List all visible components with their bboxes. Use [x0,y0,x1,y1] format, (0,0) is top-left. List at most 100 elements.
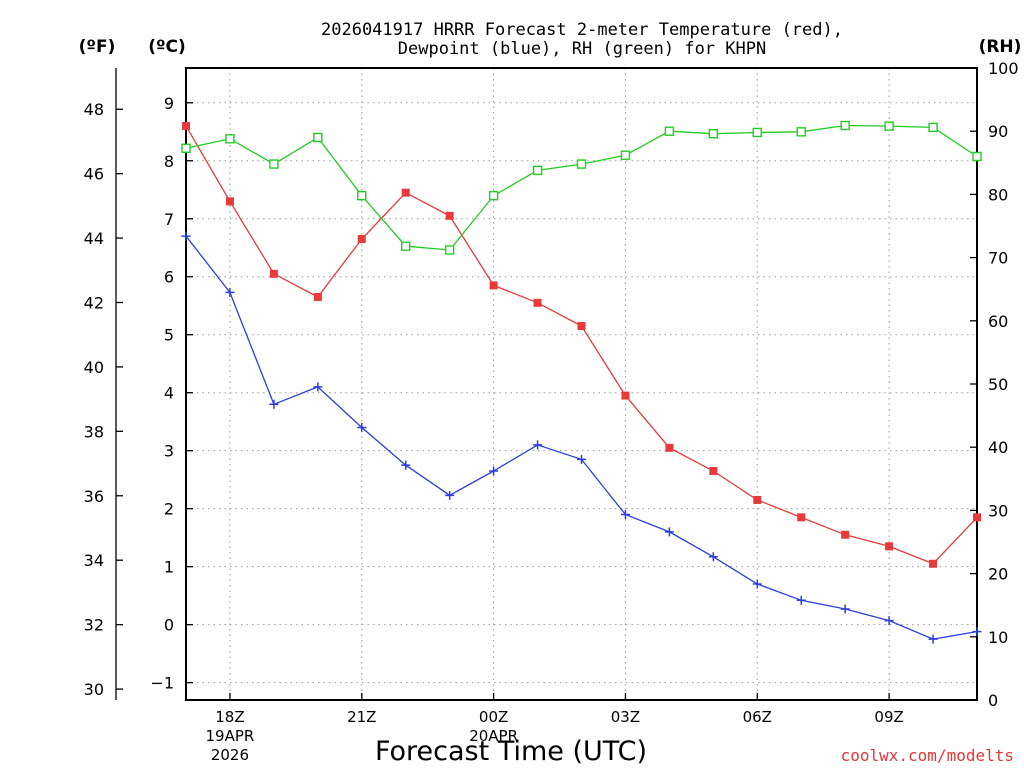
dewpoint-point [840,604,850,614]
celsius-tick-label: 7 [164,210,174,229]
axes: −101234567893032343638404244464801020304… [84,59,1019,764]
fahrenheit-unit-label: (ºF) [79,37,116,57]
fahrenheit-tick-label: 32 [84,616,104,635]
dewpoint-point [620,509,630,519]
celsius-tick-label: 1 [164,558,174,577]
temperature-point [357,235,366,244]
dewpoint-point [357,422,367,432]
rh-tick-label: 50 [988,375,1008,394]
x-tick-label: 00Z [479,708,508,726]
dewpoint-point [708,552,718,562]
x-date-label: 20APR [469,727,518,745]
dewpoint-point [928,634,938,644]
temperature-point [885,542,894,551]
grid-lines [186,68,977,700]
credit-text: coolwx.com/modelts [841,746,1014,765]
chart-title-line-2: Dewpoint (blue), RH (green) for KHPN [398,39,766,59]
fahrenheit-tick-label: 48 [84,100,104,119]
data-series [181,120,982,644]
fahrenheit-tick-label: 46 [84,165,104,184]
rh-tick-label: 30 [988,501,1008,520]
rh-point [752,127,762,138]
rh-point [269,159,279,169]
chart-title-line-1: 2026041917 HRRR Forecast 2-meter Tempera… [321,20,843,40]
celsius-tick-label: 2 [164,500,174,519]
temperature-point [665,443,674,452]
temperature-point [225,197,234,206]
x-tick-label: 21Z [347,708,376,726]
rh-line [185,124,978,251]
rh-tick-label: 90 [988,122,1008,141]
rh-point [488,190,499,201]
temperature-point [489,281,498,290]
rh-point [532,165,543,176]
rh-tick-label: 80 [988,185,1008,204]
dewpoint-point [752,579,762,589]
x-tick-label: 03Z [611,708,640,726]
temperature-point [445,211,454,220]
rh-unit-label: (RH) [979,37,1022,57]
dewpoint-point [181,231,191,241]
fahrenheit-tick-label: 38 [84,422,104,441]
x-axis-title: Forecast Time (UTC) [375,736,647,767]
rh-tick-label: 100 [988,59,1019,78]
temperature-point [401,188,410,197]
celsius-tick-label: 6 [164,268,174,287]
rh-tick-label: 40 [988,438,1008,457]
rh-tick-label: 60 [988,312,1008,331]
x-tick-label: 09Z [874,708,903,726]
x-date-label: 19APR [206,727,255,745]
dewpoint-point [796,595,806,605]
rh-point [664,126,675,136]
fahrenheit-tick-label: 40 [84,358,104,377]
x-tick-label: 18Z [215,708,244,726]
temperature-point [841,530,850,539]
celsius-tick-label: 5 [164,326,174,345]
rh-point [928,122,938,133]
rh-tick-label: 0 [988,691,998,710]
temperature-point [929,559,938,568]
dewpoint-point [884,616,894,626]
rh-tick-label: 20 [988,565,1008,584]
temperature-point [753,495,762,504]
rh-point [972,151,982,162]
temperature-point [709,466,718,475]
dewpoint-line [185,235,978,640]
fahrenheit-tick-label: 44 [84,229,104,248]
rh-point [357,190,367,201]
rh-tick-label: 70 [988,249,1008,268]
rh-tick-label: 10 [988,628,1008,647]
celsius-unit-label: (ºC) [148,37,186,57]
temperature-point [797,513,806,522]
fahrenheit-tick-label: 34 [84,551,104,570]
fahrenheit-tick-label: 36 [84,487,104,506]
dewpoint-point [489,466,499,476]
dewpoint-point [533,440,543,450]
rh-point [708,129,719,139]
rh-point [313,132,323,143]
dewpoint-point [225,287,235,297]
fahrenheit-tick-label: 42 [84,294,104,313]
temperature-point [182,121,190,130]
fahrenheit-tick-label: 30 [84,680,104,699]
temperature-point [621,391,630,400]
temperature-line [185,125,978,565]
dewpoint-point [445,490,455,500]
dewpoint-point [972,627,982,637]
dewpoint-point [664,527,674,537]
celsius-tick-label: 0 [164,616,174,635]
dewpoint-point [269,399,279,409]
celsius-tick-label: 4 [164,384,174,403]
rh-point [620,150,631,160]
rh-point [401,241,411,251]
dewpoint-point [401,460,411,470]
dewpoint-point [577,454,586,464]
rh-point [181,143,191,153]
temperature-point [313,293,322,302]
rh-point [840,120,850,131]
celsius-tick-label: 9 [164,94,174,113]
temperature-point [269,269,278,278]
x-year-label: 2026 [211,746,249,764]
dewpoint-point [313,382,323,392]
